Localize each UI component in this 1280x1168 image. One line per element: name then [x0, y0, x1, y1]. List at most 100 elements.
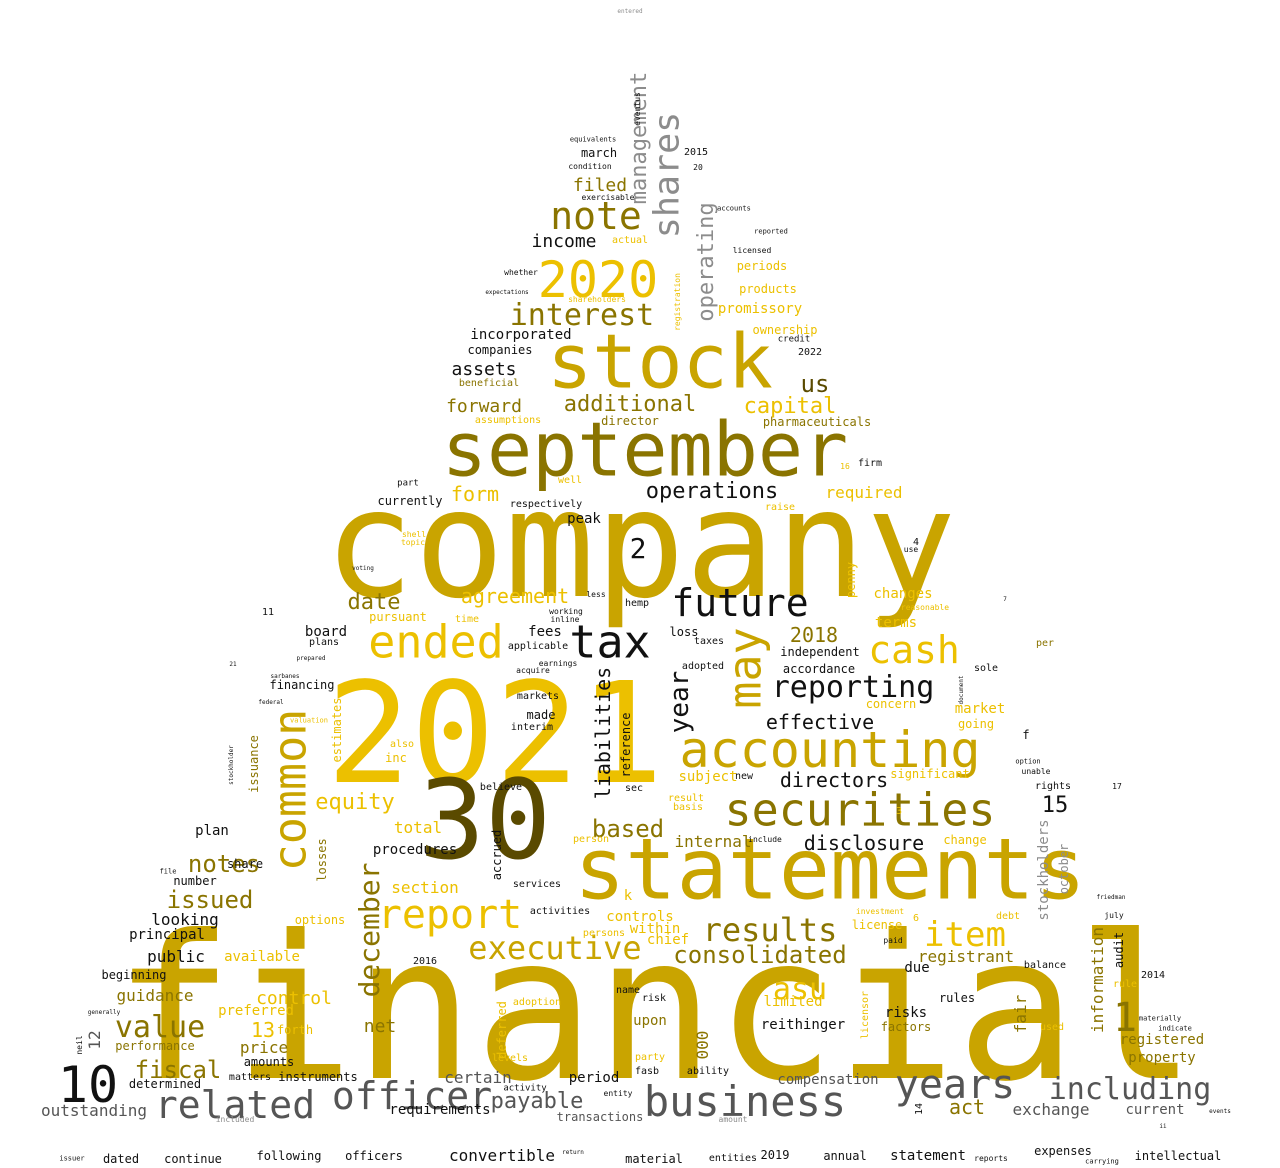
word-licensed: licensed	[732, 246, 772, 255]
word-new: new	[734, 771, 754, 782]
word-assets: assets	[451, 359, 517, 380]
word-executive: executive	[468, 929, 642, 967]
word-officer: officer	[331, 1074, 493, 1118]
word-number: number	[173, 874, 217, 888]
word-audit: audit	[1112, 931, 1126, 969]
word-entered: entered	[617, 8, 643, 15]
word-reasonable: reasonable	[900, 603, 950, 612]
word-item: item	[924, 915, 1006, 955]
word-form: form	[450, 482, 500, 506]
word-chief: chief	[646, 932, 690, 948]
word-currently: currently	[377, 494, 443, 508]
word-2022: 2022	[797, 347, 823, 358]
word-income: income	[531, 231, 597, 252]
word-stock: stock	[547, 317, 773, 406]
word-control: control	[256, 988, 332, 1009]
word-rules: rules	[938, 991, 976, 1005]
word-events: events	[1209, 1108, 1231, 1115]
word-total: total	[393, 818, 443, 837]
word-license: license	[851, 918, 903, 932]
word-reference: reference	[619, 712, 633, 778]
word-pharmaceuticals: pharmaceuticals	[762, 415, 872, 429]
word-friedman: friedman	[1096, 894, 1126, 901]
word-expenses: expenses	[1034, 1144, 1092, 1158]
word-2: 2	[629, 532, 647, 565]
word-exchange: exchange	[1012, 1100, 1090, 1119]
word-financial: financial	[113, 893, 1197, 1126]
word-internal: internal	[674, 832, 752, 851]
word-directors: directors	[779, 768, 889, 792]
word-independent: independent	[780, 645, 860, 659]
word-act: act	[948, 1095, 986, 1119]
word-10: 10	[57, 1056, 119, 1114]
word-applicable: applicable	[507, 641, 569, 652]
word-note: note	[550, 194, 642, 238]
word-officers: officers	[345, 1149, 403, 1163]
word-effective: effective	[765, 710, 875, 734]
word-guidance: guidance	[116, 986, 194, 1005]
word-peak: peak	[567, 511, 601, 527]
word-terms: terms	[874, 615, 918, 631]
word-fiscal: fiscal	[134, 1056, 222, 1084]
word-inline: inline	[550, 615, 580, 624]
word-capital: capital	[743, 394, 837, 419]
word-periods: periods	[736, 259, 788, 273]
word-made: made	[526, 708, 556, 722]
word-fair: fair	[1011, 994, 1030, 1034]
word-available: available	[224, 949, 300, 965]
word-market: market	[954, 701, 1006, 717]
word-also: also	[389, 739, 415, 750]
word-16: 16	[840, 462, 850, 471]
word-upon2: federal	[258, 699, 284, 706]
word-liabilities: liabilities	[591, 666, 615, 800]
word-debt: debt	[995, 911, 1021, 922]
word-common: common	[263, 708, 317, 872]
word-stockholder: stockholder	[228, 745, 235, 785]
word-include: include	[748, 835, 782, 844]
word-change: change	[943, 833, 987, 847]
word-subject: subject	[678, 769, 738, 785]
word-ended: ended	[368, 615, 504, 669]
word-reporting: reporting	[771, 670, 935, 705]
word-share: share	[226, 857, 264, 871]
word-accordance: accordance	[782, 662, 856, 676]
word-amount: amount	[718, 1115, 748, 1124]
word-estimates: estimates	[330, 697, 344, 763]
word-incorporated: incorporated	[470, 327, 572, 343]
word-products: products	[739, 282, 797, 296]
word-ability: ability	[686, 1066, 730, 1077]
word-within: within	[629, 921, 681, 937]
word-value: value	[114, 1010, 206, 1045]
word-2021: 2021	[326, 653, 664, 816]
word-requirements: requirements	[389, 1102, 491, 1118]
word-reports: reports	[974, 1154, 1008, 1163]
word-deferred: deferred	[495, 1001, 509, 1059]
word-document: document	[958, 675, 965, 705]
word-registrant: registrant	[917, 947, 1015, 966]
word-issuance: issuance	[247, 735, 261, 793]
word-raise: raise	[764, 502, 796, 513]
word-pursuant: pursuant	[369, 610, 427, 624]
word-indicate: indicate	[1158, 1024, 1192, 1033]
word-time: time	[454, 614, 480, 625]
word-used: used	[1039, 1022, 1065, 1033]
word-unable: unable	[1021, 767, 1051, 776]
word-property: property	[1128, 1050, 1196, 1066]
word-securities: securities	[724, 783, 996, 837]
word-entity: entity	[603, 1089, 633, 1098]
word-generally: generally	[87, 1009, 121, 1016]
word-related: related	[154, 1083, 316, 1127]
word-assumptions: assumptions	[474, 415, 542, 426]
word-significant: significant	[890, 767, 970, 781]
word-years: years	[894, 1062, 1016, 1108]
word-less: less	[586, 590, 606, 599]
word-promissory: promissory	[717, 301, 803, 317]
word-ii: ii	[1159, 1123, 1167, 1130]
word-performance: performance	[115, 1039, 195, 1053]
word-issuer: issuer	[59, 1154, 85, 1163]
word-operations: operations	[645, 479, 779, 504]
word-procedures: procedures	[372, 842, 458, 858]
word-amounts: amounts	[243, 1055, 295, 1069]
word-outstanding: outstanding	[41, 1101, 147, 1120]
word-prepared: prepared	[296, 655, 326, 662]
